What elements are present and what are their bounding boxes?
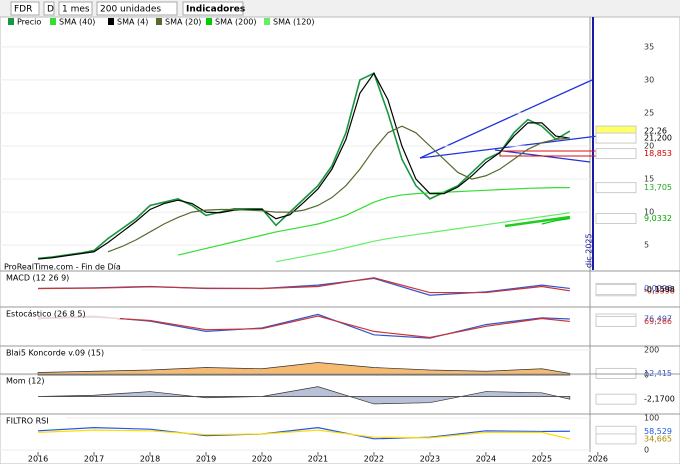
toolbar-label[interactable]: FDR: [14, 5, 32, 15]
x-tick-label: 2025: [532, 455, 552, 464]
legend-label: SMA (40): [59, 18, 95, 27]
area: [38, 386, 571, 405]
price-label: -0,1598: [644, 285, 675, 294]
y-tick-label: 30: [644, 75, 654, 84]
line: [38, 315, 570, 339]
price-label: 22,26: [644, 127, 667, 136]
panel-title-bg: [2, 273, 88, 283]
y-tick-label: 25: [644, 108, 654, 117]
price-label: 21,200: [644, 134, 672, 143]
toolbar-button[interactable]: [58, 1, 93, 16]
line: [541, 217, 570, 225]
x-tick-label: 2021: [308, 455, 328, 464]
x-tick-label: 2022: [364, 455, 384, 464]
price-label: 69,266: [644, 317, 672, 326]
toolbar-button[interactable]: [10, 1, 40, 16]
price-tag: [595, 148, 637, 160]
line: [107, 125, 570, 253]
legend-swatch: [206, 18, 212, 25]
annotation: dic 2025: [585, 233, 594, 268]
line: [38, 277, 570, 294]
price-label: 13,705: [644, 183, 672, 192]
legend-label: SMA (20): [165, 18, 201, 27]
line: [275, 212, 570, 263]
toolbar-label[interactable]: 200 unidades: [100, 5, 161, 15]
projection: [504, 215, 571, 228]
chart-frame: [0, 16, 680, 465]
y-tick-label: 200: [644, 346, 659, 355]
x-tick-label: 2020: [252, 455, 272, 464]
toolbar-button[interactable]: [43, 1, 55, 16]
y-tick-label: 10: [644, 208, 654, 217]
panel-title: FILTRO RSI: [6, 417, 49, 426]
y-tick-label: 35: [644, 42, 654, 51]
price-label: 34,665: [644, 434, 672, 443]
y-tick-label: 0: [644, 371, 649, 380]
legend-label: SMA (120): [273, 18, 315, 27]
legend-swatch: [8, 18, 14, 25]
x-tick-label: 2026: [588, 455, 608, 464]
x-tick-label: 2023: [420, 455, 440, 464]
y-tick-label: 5: [644, 241, 649, 250]
price-label: 76,497: [644, 314, 672, 323]
line: [38, 429, 570, 440]
price-label: 0,0096: [644, 284, 672, 293]
price-label: 12,415: [644, 369, 672, 378]
price-label: 58,529: [644, 427, 672, 436]
y-tick-label: 20: [644, 142, 654, 151]
panel-title-bg: [2, 416, 66, 426]
panel-title-bg: [2, 348, 142, 358]
y-tick-label: 15: [644, 175, 654, 184]
price-label: -2,1700: [644, 395, 675, 404]
price-tag: [595, 213, 637, 225]
toolbar-button[interactable]: [96, 1, 178, 16]
toolbar-label[interactable]: D: [47, 5, 54, 15]
legend-swatch: [50, 18, 56, 25]
panel-title: Blai5 Koncorde v.09 (15): [6, 349, 104, 358]
legend-label: Precio: [17, 18, 41, 27]
toolbar-button[interactable]: [182, 1, 244, 16]
legend-swatch: [264, 18, 270, 25]
y-tick-label: 0: [644, 446, 649, 455]
price-tag: [595, 284, 637, 296]
panel-title: MACD (12 26 9): [6, 274, 69, 283]
price-tag: [595, 393, 637, 405]
price-tag: [595, 315, 637, 327]
x-tick-label: 2018: [140, 455, 160, 464]
x-tick-label: 2024: [476, 455, 496, 464]
panel-title-bg: [2, 376, 56, 386]
panel-title-bg: [2, 309, 120, 319]
x-tick-label: 2016: [28, 455, 48, 464]
price-label: -0,3398: [644, 286, 675, 295]
legend-label: SMA (200): [215, 18, 257, 27]
price-label: 18,853: [644, 149, 672, 158]
price-tag: [595, 132, 637, 144]
line: [37, 72, 571, 260]
line: [177, 187, 570, 256]
legend-swatch: [108, 18, 114, 25]
trend-line: [419, 79, 593, 159]
x-tick-label: 2019: [196, 455, 216, 464]
legend-swatch: [156, 18, 162, 25]
source: ProRealTime.com - Fin de Día: [4, 263, 121, 272]
price-label: 9,0332: [644, 214, 672, 223]
line: [38, 426, 570, 440]
area: [37, 362, 571, 376]
panel-title: Estocástico (26 8 5): [6, 310, 86, 319]
line: [38, 72, 570, 260]
price-tag: [595, 182, 637, 194]
y-tick-label: 100: [644, 414, 659, 423]
x-tick-label: 2017: [84, 455, 104, 464]
toolbar-label[interactable]: Indicadores: [186, 5, 245, 15]
trend-line: [419, 135, 599, 159]
panel-title: Mom (12): [6, 377, 45, 386]
toolbar-label[interactable]: 1 mes: [62, 5, 90, 15]
price-tag: [595, 433, 637, 445]
price-tag: [595, 367, 637, 379]
legend-label: SMA (4): [117, 18, 148, 27]
